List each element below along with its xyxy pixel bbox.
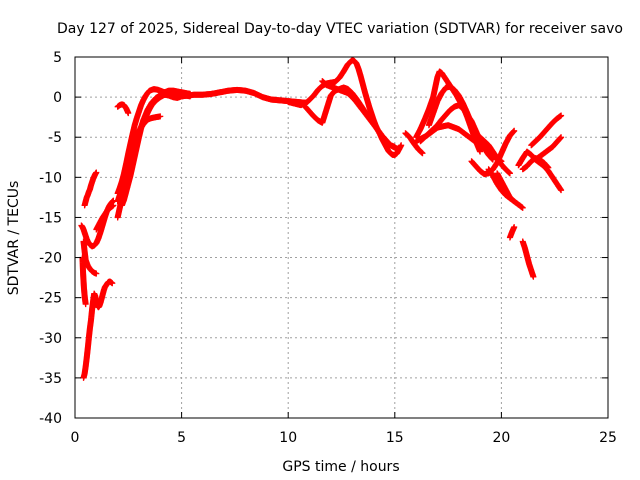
series-trace-16	[402, 130, 426, 157]
data-point	[419, 150, 426, 157]
data-point	[545, 164, 552, 171]
data-point	[187, 90, 194, 97]
data-point	[157, 113, 164, 120]
x-axis-title: GPS time / hours	[282, 459, 399, 475]
data-point	[558, 112, 565, 119]
series-trace-24	[506, 224, 518, 241]
grid	[75, 57, 608, 418]
x-tick-label: 20	[492, 430, 510, 446]
y-tick-label: -15	[39, 210, 62, 226]
y-tick-label: -35	[39, 371, 62, 387]
y-tick-label: -10	[39, 170, 62, 186]
data-point	[477, 148, 484, 155]
data-point	[530, 273, 537, 280]
data-point	[558, 134, 565, 141]
data-point	[82, 301, 89, 308]
y-tick-label: 5	[53, 50, 62, 66]
series-trace-26	[528, 112, 565, 149]
data-point	[506, 170, 513, 177]
y-tick-label: -30	[39, 331, 62, 347]
data-point	[125, 110, 132, 117]
y-axis-ticks: 5 0 -5 -10 -15 -20 -25 -30 -35 -40	[39, 50, 608, 427]
data-point	[109, 280, 116, 287]
data-point	[511, 127, 518, 134]
y-tick-label: -40	[39, 411, 62, 427]
data-point	[93, 270, 100, 277]
y-tick-label: -25	[39, 291, 62, 307]
x-tick-label: 15	[386, 430, 404, 446]
data-point	[110, 202, 117, 209]
y-axis-title: SDTVAR / TECUs	[6, 181, 22, 296]
data-point	[558, 187, 565, 194]
series-trace-29	[519, 155, 552, 173]
plot-border	[74, 56, 609, 419]
series-trace-15	[319, 78, 403, 153]
data-point	[396, 146, 403, 153]
y-tick-label: -5	[48, 130, 62, 146]
y-tick-label: -20	[39, 251, 62, 267]
series-trace-25	[519, 238, 537, 280]
x-tick-label: 10	[279, 430, 297, 446]
data-point	[93, 169, 100, 176]
series-trace-22	[477, 134, 513, 177]
data-points	[78, 57, 565, 381]
x-tick-label: 0	[71, 430, 80, 446]
x-tick-label: 5	[177, 430, 186, 446]
series-trace-6	[93, 202, 117, 233]
data-point	[519, 204, 526, 211]
data-point	[398, 142, 405, 149]
series-trace-12	[114, 101, 132, 117]
x-axis-ticks: 0 5 10 15 20 25	[71, 57, 617, 446]
data-point	[511, 198, 518, 205]
series-trace-5	[81, 169, 100, 209]
series-trace-11	[114, 113, 164, 221]
x-tick-label: 25	[599, 430, 617, 446]
chart-title: Day 127 of 2025, Sidereal Day-to-day VTE…	[57, 21, 623, 37]
series-trace-1	[80, 278, 116, 381]
series-trace-30	[494, 170, 518, 205]
data-point	[511, 224, 518, 231]
y-tick-label: 0	[53, 90, 62, 106]
